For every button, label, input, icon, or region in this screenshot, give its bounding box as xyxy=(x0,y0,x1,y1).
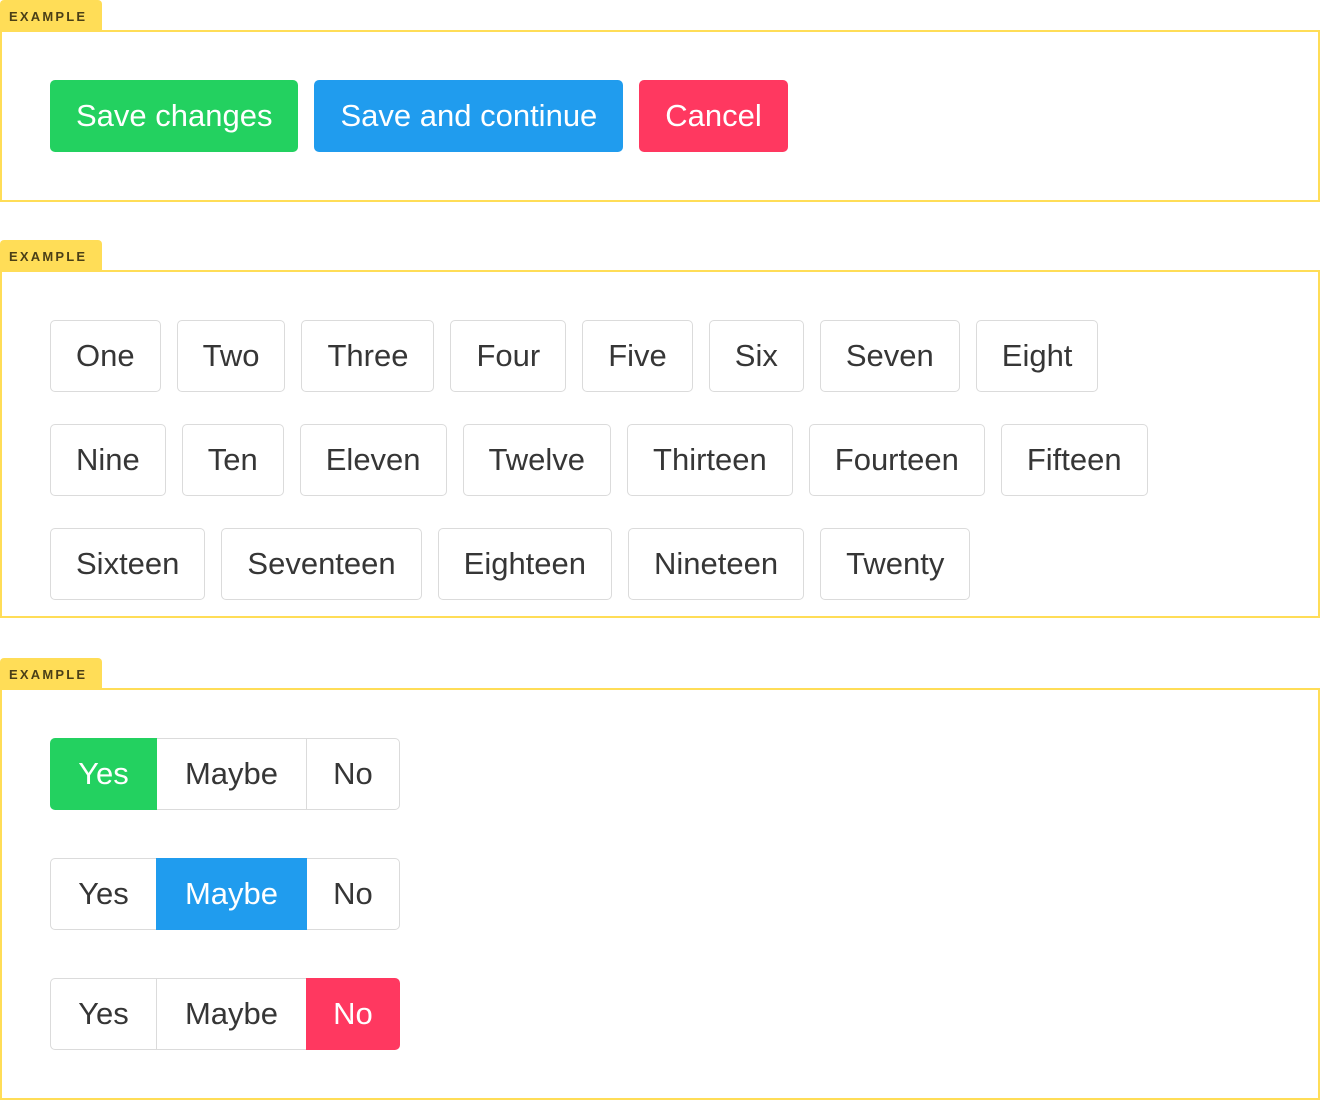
button-five[interactable]: Five xyxy=(582,320,693,392)
segmented-control: Yes Maybe No xyxy=(50,978,1270,1050)
button-fifteen[interactable]: Fifteen xyxy=(1000,424,1148,496)
example-label: EXAMPLE xyxy=(0,658,102,689)
option-no[interactable]: No xyxy=(306,978,400,1050)
button-two[interactable]: Two xyxy=(176,320,286,392)
cancel-button[interactable]: Cancel xyxy=(639,80,788,152)
button-three[interactable]: Three xyxy=(301,320,435,392)
button-eleven[interactable]: Eleven xyxy=(299,424,447,496)
button-fourteen[interactable]: Fourteen xyxy=(808,424,985,496)
example-segmented-panel: Yes Maybe No Yes Maybe No Yes Maybe No xyxy=(0,688,1320,1100)
button-ten[interactable]: Ten xyxy=(181,424,284,496)
button-four[interactable]: Four xyxy=(450,320,567,392)
button-six[interactable]: Six xyxy=(708,320,804,392)
button-sixteen[interactable]: Sixteen xyxy=(50,528,206,600)
option-maybe[interactable]: Maybe xyxy=(156,858,307,930)
example-label: EXAMPLE xyxy=(0,240,102,271)
option-maybe[interactable]: Maybe xyxy=(156,738,307,810)
button-eighteen[interactable]: Eighteen xyxy=(437,528,613,600)
segmented-control: Yes Maybe No xyxy=(50,858,1270,930)
option-no[interactable]: No xyxy=(306,738,400,810)
button-list: One Two Three Four Five Six Seven Eight Nine Ten E… xyxy=(50,320,1270,600)
button-seven[interactable]: Seven xyxy=(819,320,960,392)
button-thirteen[interactable]: Thirteen xyxy=(627,424,793,496)
button-twelve[interactable]: Twelve xyxy=(462,424,612,496)
option-yes[interactable]: Yes xyxy=(50,978,157,1050)
button-twenty[interactable]: Twenty xyxy=(820,528,971,600)
button-eight[interactable]: Eight xyxy=(975,320,1099,392)
option-yes[interactable]: Yes xyxy=(50,738,157,810)
save-and-continue-button[interactable]: Save and continue xyxy=(314,80,624,152)
segmented-control: Yes Maybe No xyxy=(50,738,1270,810)
button-nine[interactable]: Nine xyxy=(50,424,166,496)
example-buttons-panel: Save changes Save and continue Cancel xyxy=(0,30,1320,202)
option-no[interactable]: No xyxy=(306,858,400,930)
button-one[interactable]: One xyxy=(50,320,161,392)
example-tags-panel: One Two Three Four Five Six Seven Eight Nine Ten E… xyxy=(0,270,1320,618)
option-maybe[interactable]: Maybe xyxy=(156,978,307,1050)
option-yes[interactable]: Yes xyxy=(50,858,157,930)
save-changes-button[interactable]: Save changes xyxy=(50,80,299,152)
example-label: EXAMPLE xyxy=(0,0,102,31)
button-seventeen[interactable]: Seventeen xyxy=(221,528,422,600)
button-nineteen[interactable]: Nineteen xyxy=(628,528,805,600)
